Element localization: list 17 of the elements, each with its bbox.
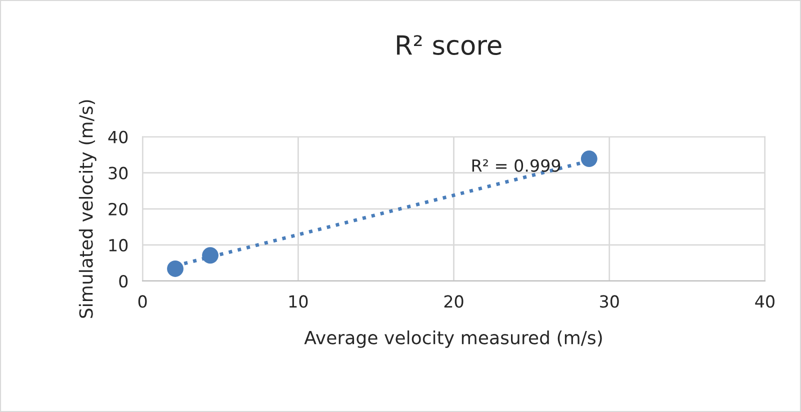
y-tick-label: 40 [108, 130, 128, 144]
annotation: R² = 0.999 [472, 159, 560, 172]
point [167, 260, 184, 277]
y-tick-label: 30 [108, 166, 128, 180]
x-tick-label: 10 [289, 295, 308, 308]
y-tick-label: 0 [119, 274, 128, 288]
y-tick-label: 10 [109, 238, 128, 252]
x-tick-label: 30 [600, 295, 619, 308]
y-axis-title: Simulated velocity (m/s) [78, 100, 96, 318]
x-tick-label: 40 [755, 295, 774, 308]
point [580, 150, 598, 167]
chart-title: R² score [397, 35, 502, 56]
x-tick-label: 0 [138, 295, 147, 308]
x-axis-title: Average velocity measured (m/s) [304, 330, 602, 348]
point [202, 247, 218, 264]
y-tick-label: 20 [108, 202, 128, 216]
x-tick-label: 20 [444, 295, 464, 308]
